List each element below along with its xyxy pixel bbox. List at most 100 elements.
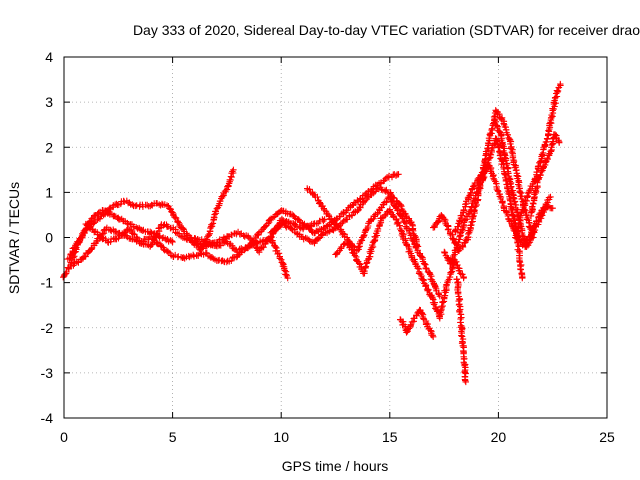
y-tick-label: -4 xyxy=(41,410,54,426)
y-tick-label: 0 xyxy=(45,230,53,246)
data-point xyxy=(530,228,537,235)
data-point xyxy=(474,175,482,183)
data-point xyxy=(152,234,159,241)
data-point xyxy=(354,207,361,215)
data-point xyxy=(361,267,368,275)
series-sat-h xyxy=(332,206,467,322)
data-point xyxy=(527,235,534,243)
data-point xyxy=(495,144,502,151)
data-point xyxy=(462,370,469,377)
data-point xyxy=(249,237,257,244)
data-point xyxy=(211,211,218,218)
data-point xyxy=(268,233,275,241)
data-point xyxy=(273,244,280,252)
data-point xyxy=(369,241,376,249)
data-point xyxy=(362,264,369,271)
data-point xyxy=(153,230,160,238)
data-point xyxy=(462,377,469,384)
data-point xyxy=(395,171,402,178)
data-point xyxy=(554,87,562,95)
data-point xyxy=(549,205,556,212)
data-point xyxy=(557,80,564,88)
data-point xyxy=(169,209,176,216)
data-point xyxy=(441,249,448,256)
data-point xyxy=(186,236,193,243)
series-sat-p xyxy=(491,117,556,250)
data-point xyxy=(507,183,515,191)
data-point xyxy=(458,212,466,219)
data-point xyxy=(492,118,500,125)
data-point xyxy=(421,260,428,268)
data-point xyxy=(515,181,522,188)
data-point xyxy=(473,188,481,196)
data-point xyxy=(208,221,215,228)
data-point xyxy=(90,219,98,226)
data-point xyxy=(532,185,540,192)
data-point xyxy=(538,151,546,158)
data-point xyxy=(351,252,359,259)
data-point xyxy=(355,243,363,250)
series-sat-i xyxy=(397,306,437,340)
data-point xyxy=(491,117,498,124)
data-point xyxy=(535,217,542,225)
data-point xyxy=(430,333,437,340)
data-point xyxy=(515,213,522,221)
data-point xyxy=(545,194,553,201)
data-point xyxy=(266,216,273,223)
data-point xyxy=(466,192,473,199)
data-point xyxy=(516,258,523,265)
data-point xyxy=(491,176,498,184)
data-point xyxy=(504,212,512,220)
data-point xyxy=(66,254,73,262)
y-tick-label: 4 xyxy=(45,49,53,65)
data-point xyxy=(528,209,535,216)
data-point xyxy=(398,227,405,234)
data-point xyxy=(284,274,291,282)
data-point xyxy=(102,210,109,218)
data-point xyxy=(386,207,394,215)
data-point xyxy=(362,263,370,270)
data-point xyxy=(398,203,405,210)
data-point xyxy=(456,233,463,240)
data-point xyxy=(521,235,528,243)
data-point xyxy=(556,139,563,146)
data-point xyxy=(422,264,430,272)
data-point xyxy=(76,235,83,243)
data-point xyxy=(502,126,510,134)
data-point xyxy=(468,218,475,226)
data-point xyxy=(340,230,347,237)
data-point xyxy=(397,201,404,209)
data-point xyxy=(376,221,383,228)
data-point xyxy=(288,225,295,232)
data-point xyxy=(227,173,235,180)
series-sat-o xyxy=(527,131,563,220)
data-point xyxy=(444,257,452,264)
data-point xyxy=(205,231,212,239)
data-point xyxy=(125,225,133,233)
data-point xyxy=(374,225,382,233)
data-point xyxy=(314,193,321,201)
data-point xyxy=(133,202,140,209)
data-point xyxy=(420,277,427,284)
data-point xyxy=(169,238,176,246)
data-point xyxy=(499,199,506,207)
data-point xyxy=(494,124,501,132)
data-point xyxy=(414,265,421,272)
data-point xyxy=(545,127,552,134)
chart-title: Day 333 of 2020, Sidereal Day-to-day VTE… xyxy=(133,22,640,38)
data-point xyxy=(504,131,511,139)
data-point xyxy=(133,224,140,231)
series-sat-f xyxy=(267,184,422,250)
data-point xyxy=(175,219,182,226)
data-point xyxy=(547,193,554,201)
data-point xyxy=(505,175,513,182)
data-point xyxy=(300,222,307,229)
data-point xyxy=(516,216,523,223)
data-point xyxy=(454,242,461,249)
x-tick-label: 25 xyxy=(599,429,615,445)
y-tick-label: 2 xyxy=(45,139,53,155)
data-point xyxy=(510,195,517,202)
data-point xyxy=(151,237,158,244)
data-point xyxy=(537,158,544,165)
